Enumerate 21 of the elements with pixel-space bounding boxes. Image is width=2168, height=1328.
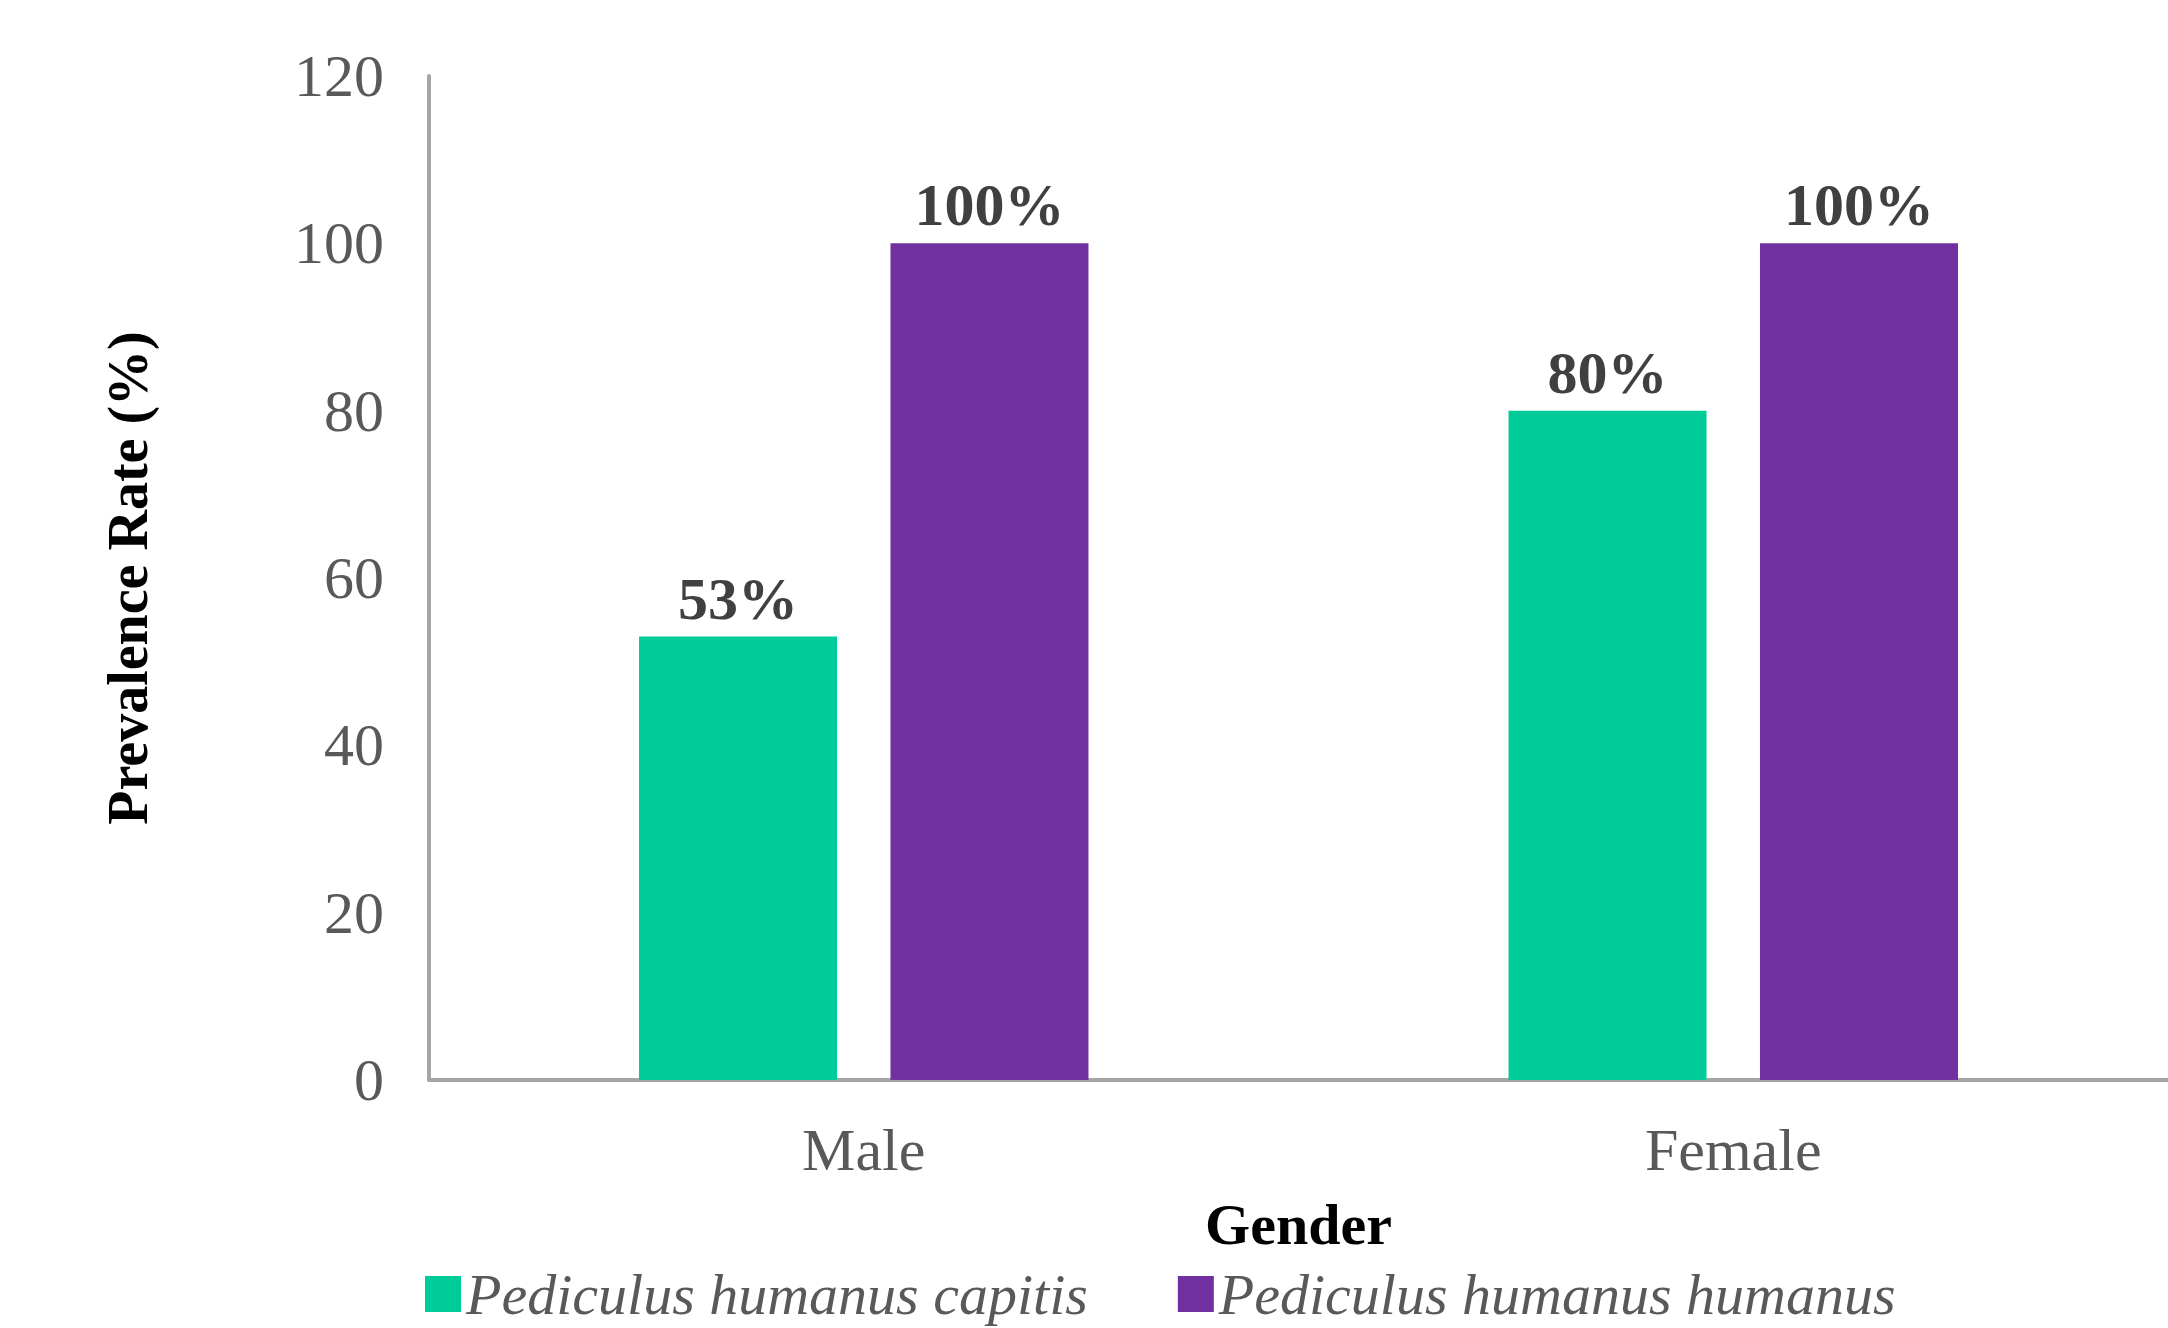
bar (890, 243, 1089, 1080)
y-axis-title: Prevalence Rate (%) (97, 331, 160, 825)
y-tick-label: 60 (324, 545, 384, 611)
data-label: 100% (914, 172, 1065, 239)
legend-label: Pediculus humanus capitis (465, 1261, 1088, 1327)
y-tick-label: 20 (324, 879, 384, 946)
x-tick-label: Female (1644, 1117, 1822, 1183)
data-label: 53% (678, 565, 799, 632)
data-label: 80% (1547, 339, 1668, 406)
y-tick-label: 40 (324, 712, 384, 779)
x-tick-label: Male (802, 1117, 926, 1183)
y-tick-label: 0 (354, 1047, 384, 1113)
data-label: 100% (1783, 172, 1934, 239)
bar (1759, 243, 1958, 1080)
x-axis-title: Gender (1205, 1191, 1392, 1257)
y-tick-label: 80 (324, 377, 384, 444)
y-tick-label: 120 (294, 43, 384, 109)
bar (1508, 410, 1707, 1080)
bar (639, 636, 838, 1080)
legend-label: Pediculus humanus humanus (1217, 1261, 1896, 1327)
y-tick-label: 100 (294, 210, 384, 277)
